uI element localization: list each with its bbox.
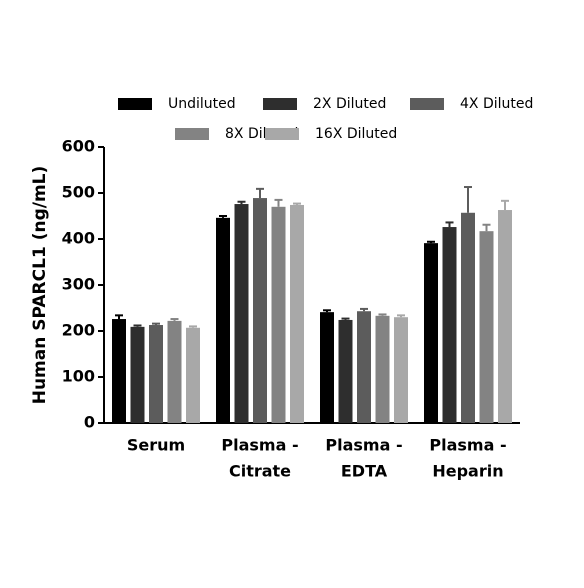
- bar: [290, 204, 304, 423]
- bar: [461, 212, 475, 423]
- error-bar: [237, 200, 246, 205]
- x-tick-label: Heparin: [432, 462, 503, 481]
- error-bar: [170, 318, 179, 321]
- error-bar: [115, 314, 123, 320]
- y-tick-label: 600: [62, 137, 95, 156]
- bar: [234, 204, 249, 423]
- error-bar: [482, 223, 491, 232]
- error-bar: [427, 240, 435, 244]
- x-tick-label: EDTA: [341, 462, 388, 481]
- error-bar: [397, 314, 405, 318]
- error-bar: [378, 313, 387, 316]
- bar: [498, 210, 512, 423]
- legend-swatch: [118, 98, 152, 110]
- legend-swatch: [263, 98, 297, 110]
- error-bar: [219, 215, 227, 218]
- error-bar: [341, 317, 350, 320]
- legend-label: 2X Diluted: [313, 96, 386, 112]
- bar: [112, 319, 126, 423]
- bar: [338, 319, 353, 423]
- error-bar: [274, 198, 283, 207]
- y-tick-label: 0: [84, 413, 95, 432]
- y-tick-label: 300: [62, 275, 95, 294]
- bar: [320, 312, 334, 423]
- x-tick-label: Plasma -: [221, 436, 298, 455]
- bar: [167, 320, 182, 423]
- y-tick-label: 500: [62, 183, 95, 202]
- bar: [442, 227, 457, 423]
- legend-label: Undiluted: [168, 96, 236, 112]
- error-bar: [360, 307, 368, 312]
- legend-swatch: [410, 98, 444, 110]
- bar: [253, 198, 267, 423]
- y-tick-label: 200: [62, 321, 95, 340]
- bar: [271, 206, 286, 423]
- bar: [424, 243, 438, 423]
- bar: [479, 231, 494, 423]
- legend-swatch: [265, 128, 299, 140]
- error-bar: [256, 187, 264, 199]
- error-bar: [323, 309, 331, 313]
- error-bar: [445, 221, 454, 228]
- x-tick-label: Serum: [127, 436, 185, 455]
- x-tick-label: Plasma -: [325, 436, 402, 455]
- bar: [375, 315, 390, 423]
- legend-label: 16X Diluted: [315, 126, 397, 142]
- bar: [394, 317, 408, 423]
- error-bar: [189, 325, 197, 328]
- y-tick-label: 400: [62, 229, 95, 248]
- bar: [186, 327, 200, 423]
- error-bar: [501, 199, 509, 211]
- bar: [216, 217, 230, 423]
- error-bar: [152, 322, 160, 326]
- bar: [149, 325, 163, 423]
- y-axis-title: Human SPARCL1 (ng/mL): [30, 166, 50, 405]
- bar: [130, 326, 145, 423]
- legend-label: 4X Diluted: [460, 96, 533, 112]
- error-bar: [293, 202, 301, 205]
- error-bar: [133, 324, 142, 327]
- error-bar: [464, 186, 472, 213]
- x-tick-label: Citrate: [229, 462, 291, 481]
- y-tick-label: 100: [62, 367, 95, 386]
- legend-swatch: [175, 128, 209, 140]
- x-tick-label: Plasma -: [429, 436, 506, 455]
- bar: [357, 311, 371, 423]
